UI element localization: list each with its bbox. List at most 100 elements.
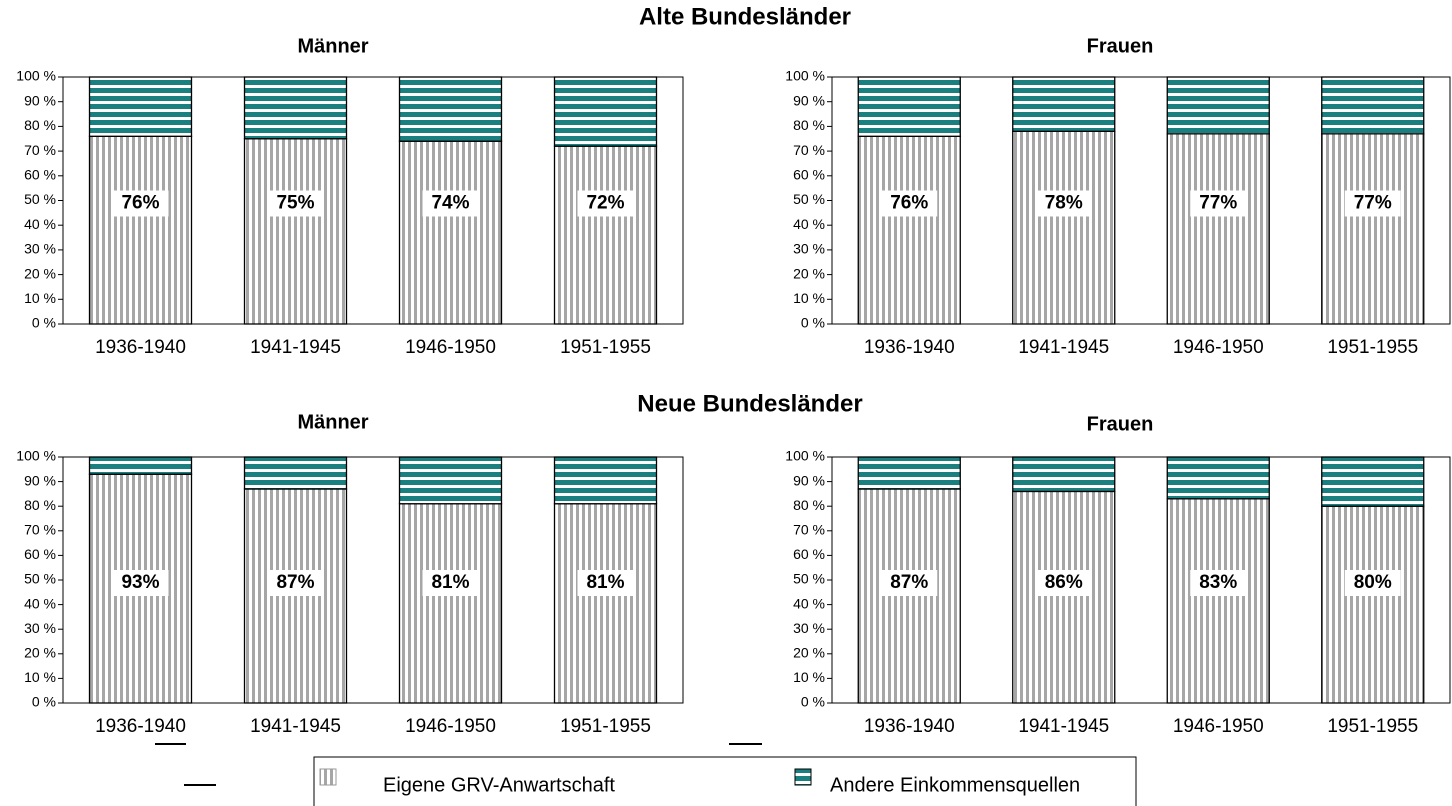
bar-segment [857,135,961,325]
y-tick-label: 0 % [801,315,825,331]
y-tick-label: 30 % [793,241,825,257]
y-tick-label: 50 % [793,571,825,587]
bar-segment [1321,456,1425,507]
y-tick-label: 30 % [24,241,56,257]
data-label: 87% [890,572,928,593]
y-tick-label: 100 % [16,448,56,464]
x-tick-label: 1946-1950 [1173,337,1264,358]
y-tick-label: 90 % [793,92,825,108]
y-tick-label: 70 % [24,522,56,538]
bar-segment [398,140,503,325]
bar-segment [553,145,658,325]
bar-segment [88,456,193,475]
y-tick-label: 10 % [24,669,56,685]
y-tick-label: 60 % [793,167,825,183]
legend-swatch [794,768,812,786]
data-label: 74% [431,193,469,214]
x-tick-label: 1941-1945 [250,716,341,737]
bar-segment [1166,133,1270,325]
data-label-bg [267,570,324,596]
x-tick-label: 1946-1950 [1173,716,1264,737]
y-tick-label: 10 % [793,669,825,685]
bar-segment [1321,133,1425,325]
bar-segment [1166,76,1270,135]
y-tick-label: 20 % [24,645,56,661]
y-tick-label: 60 % [793,546,825,562]
data-label-bg [112,570,169,596]
legend-label: Andere Einkommensquellen [830,774,1080,796]
data-label: 83% [1199,572,1237,593]
bar-segment [243,76,348,140]
x-tick-label: 1951-1955 [1327,716,1418,737]
y-tick-label: 80 % [793,117,825,133]
bar-segment [1166,456,1270,500]
data-label: 77% [1199,193,1237,214]
bar-segment [1321,76,1425,135]
y-tick-label: 10 % [793,290,825,306]
data-label-bg [577,570,634,596]
y-tick-label: 100 % [785,448,825,464]
y-tick-label: 40 % [793,595,825,611]
bar-segment [1012,456,1116,493]
y-tick-label: 0 % [32,694,56,710]
y-tick-label: 70 % [24,142,56,158]
data-label-bg [577,190,634,217]
legend-swatch [319,768,337,786]
x-tick-label: 1951-1955 [560,716,651,737]
x-tick-label: 1946-1950 [405,716,496,737]
y-tick-label: 60 % [24,546,56,562]
bar-segment [88,135,193,325]
data-label-bg [422,190,479,217]
y-tick-label: 50 % [793,191,825,207]
y-tick-label: 40 % [24,595,56,611]
x-tick-label: 1951-1955 [560,337,651,358]
data-label-bg [1035,570,1092,596]
x-tick-label: 1941-1945 [1018,716,1109,737]
data-label: 76% [890,193,928,214]
bar-segment [553,76,658,147]
data-label-bg [1344,570,1401,596]
bar-segment [1321,505,1425,704]
chart-title: Frauen [1087,413,1154,435]
data-label-bg [1190,190,1247,217]
y-tick-label: 20 % [24,265,56,281]
y-tick-label: 40 % [24,216,56,232]
y-tick-label: 90 % [24,472,56,488]
y-tick-label: 100 % [785,68,825,84]
x-tick-label: 1951-1955 [1327,337,1418,358]
bar-segment [243,456,348,490]
data-label: 75% [276,193,314,214]
section-title: Alte Bundesländer [639,3,851,30]
x-tick-label: 1936-1940 [95,337,186,358]
chart-title: Frauen [1087,35,1154,57]
data-label-bg [881,570,938,596]
legend-box [313,756,1137,806]
bar-segment [398,503,503,704]
bar-segment [88,76,193,137]
bar-segment [398,76,503,142]
bar-segment [1012,130,1116,325]
data-label: 78% [1045,193,1083,214]
x-tick-label: 1936-1940 [864,716,955,737]
bar-segment [1012,76,1116,132]
y-tick-label: 90 % [793,472,825,488]
x-tick-label: 1941-1945 [1018,337,1109,358]
bar-segment [398,456,503,505]
y-tick-label: 20 % [793,645,825,661]
x-tick-label: 1941-1945 [250,337,341,358]
bar-segment [553,503,658,704]
data-label: 80% [1354,572,1392,593]
y-tick-label: 20 % [793,265,825,281]
y-tick-label: 80 % [793,497,825,513]
data-label: 93% [121,572,159,593]
x-tick-label: 1936-1940 [864,337,955,358]
bar-segment [857,76,961,137]
y-tick-label: 70 % [793,522,825,538]
x-tick-label: 1936-1940 [95,716,186,737]
x-tick-label: 1946-1950 [405,337,496,358]
data-label-bg [881,190,938,217]
data-label-bg [1035,190,1092,217]
y-tick-label: 10 % [24,290,56,306]
data-label-bg [1190,570,1247,596]
